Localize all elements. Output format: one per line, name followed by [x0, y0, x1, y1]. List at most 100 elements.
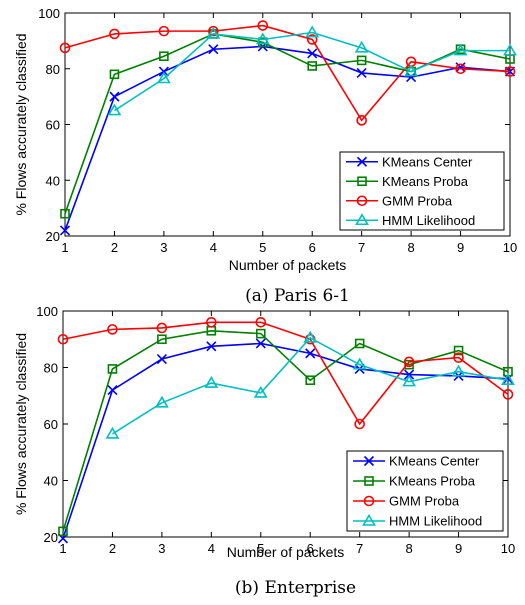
data-point: [107, 324, 118, 335]
y-tick-label: 100: [38, 6, 60, 21]
legend-swatch-marker: [363, 495, 375, 507]
figure-caption: (a) Paris 6-1: [245, 286, 350, 306]
data-point: [453, 352, 464, 363]
x-tick-label: 3: [160, 240, 167, 255]
data-point: [59, 42, 71, 54]
data-point: [403, 356, 415, 368]
data-point: [109, 91, 120, 102]
data-point: [157, 71, 171, 84]
data-point: [303, 330, 318, 343]
data-point: [502, 389, 514, 400]
legend-swatch-marker: [363, 455, 375, 467]
x-tick-label: 7: [356, 541, 363, 556]
x-tick-label: 5: [257, 541, 264, 556]
x-tick-label: 4: [210, 240, 217, 255]
data-point: [206, 341, 217, 352]
x-tick-label: 7: [358, 240, 365, 255]
series-line: [64, 45, 511, 231]
series-line: [114, 31, 510, 112]
x-tick-label: 8: [407, 240, 414, 255]
data-point: [257, 20, 269, 31]
legend-label: GMM Proba: [382, 193, 453, 208]
x-axis-label: Number of packets: [227, 544, 345, 560]
series-line: [62, 342, 509, 539]
series-line: [62, 321, 509, 426]
y-tick-label: 80: [46, 62, 60, 77]
legend-swatch-marker: [362, 513, 376, 526]
x-tick-label: 3: [158, 541, 165, 556]
y-tick-label: 40: [44, 474, 58, 489]
x-tick-label: 8: [405, 541, 412, 556]
legend-label: HMM Likelihood: [382, 213, 475, 228]
x-tick-label: 4: [208, 541, 215, 556]
data-point: [305, 375, 316, 386]
legend: KMeans Center KMeans Proba GMM Proba HMM Li…: [346, 450, 504, 532]
x-tick-label: 5: [259, 240, 266, 255]
legend-swatch-marker: [356, 195, 368, 207]
data-point: [453, 43, 468, 56]
legend-label: KMeans Center: [389, 454, 480, 469]
legend-swatch-marker: [357, 176, 367, 187]
data-point: [354, 40, 369, 53]
data-point: [105, 426, 120, 439]
data-point: [306, 34, 318, 45]
x-tick-label: 2: [111, 240, 118, 255]
legend-label: KMeans Proba: [382, 174, 469, 189]
chart-panel-2: 1 2 3 4 5 6 7 8 9 10 20 40 60 80 100 Number of packets%…: [13, 304, 515, 598]
data-point: [451, 364, 466, 377]
data-point: [255, 316, 267, 328]
y-tick-label: 20: [46, 229, 60, 244]
data-point: [406, 72, 417, 83]
data-point: [356, 67, 367, 78]
data-point: [455, 63, 466, 75]
data-point: [109, 69, 120, 80]
data-point: [402, 374, 416, 387]
y-tick-label: 60: [46, 118, 60, 133]
x-tick-label: 6: [309, 240, 316, 255]
data-point: [354, 418, 365, 430]
data-point: [305, 348, 316, 359]
data-point: [356, 115, 367, 126]
data-point: [206, 316, 217, 328]
data-point: [206, 26, 221, 39]
series-hmm-likelihood: [107, 25, 517, 116]
data-point: [57, 333, 69, 345]
data-point: [158, 25, 170, 37]
data-point: [107, 385, 118, 396]
data-point: [453, 345, 464, 356]
y-axis-label: % Flows accurately classified: [13, 333, 29, 515]
data-point: [501, 373, 515, 386]
x-tick-label: 10: [501, 541, 515, 556]
x-tick-label: 1: [59, 541, 66, 556]
legend-swatch-marker: [355, 213, 369, 226]
data-point: [208, 44, 219, 55]
data-point: [305, 25, 320, 38]
y-axis-label: % Flows accurately classified: [13, 33, 29, 215]
figure-caption: (b) Enterprise: [235, 578, 356, 598]
data-point: [107, 103, 122, 116]
y-tick-label: 40: [46, 173, 60, 188]
data-point: [109, 28, 120, 40]
y-tick-label: 80: [44, 361, 58, 376]
data-point: [204, 375, 219, 388]
data-point: [159, 51, 169, 62]
series-line: [62, 329, 509, 532]
data-point: [157, 334, 167, 345]
data-point: [156, 322, 168, 334]
data-point: [107, 364, 118, 374]
legend-label: HMM Likelihood: [389, 514, 482, 529]
data-point: [60, 208, 70, 219]
data-point: [307, 48, 318, 59]
data-point: [255, 32, 270, 45]
data-point: [155, 395, 169, 408]
series-hmm-likelihood: [105, 330, 515, 439]
x-tick-label: 2: [109, 541, 116, 556]
data-point: [58, 526, 68, 537]
legend-swatch-marker: [356, 156, 368, 167]
y-tick-label: 20: [44, 530, 58, 545]
x-axis-label: Number of packets: [229, 257, 347, 273]
data-point: [503, 43, 517, 56]
series-kmeans-proba: [58, 325, 513, 537]
chart-panel-1: 1 2 3 4 5 6 7 8 9 10 20 40 60 80 100 Number of packets%…: [13, 6, 517, 306]
data-point: [455, 62, 466, 73]
